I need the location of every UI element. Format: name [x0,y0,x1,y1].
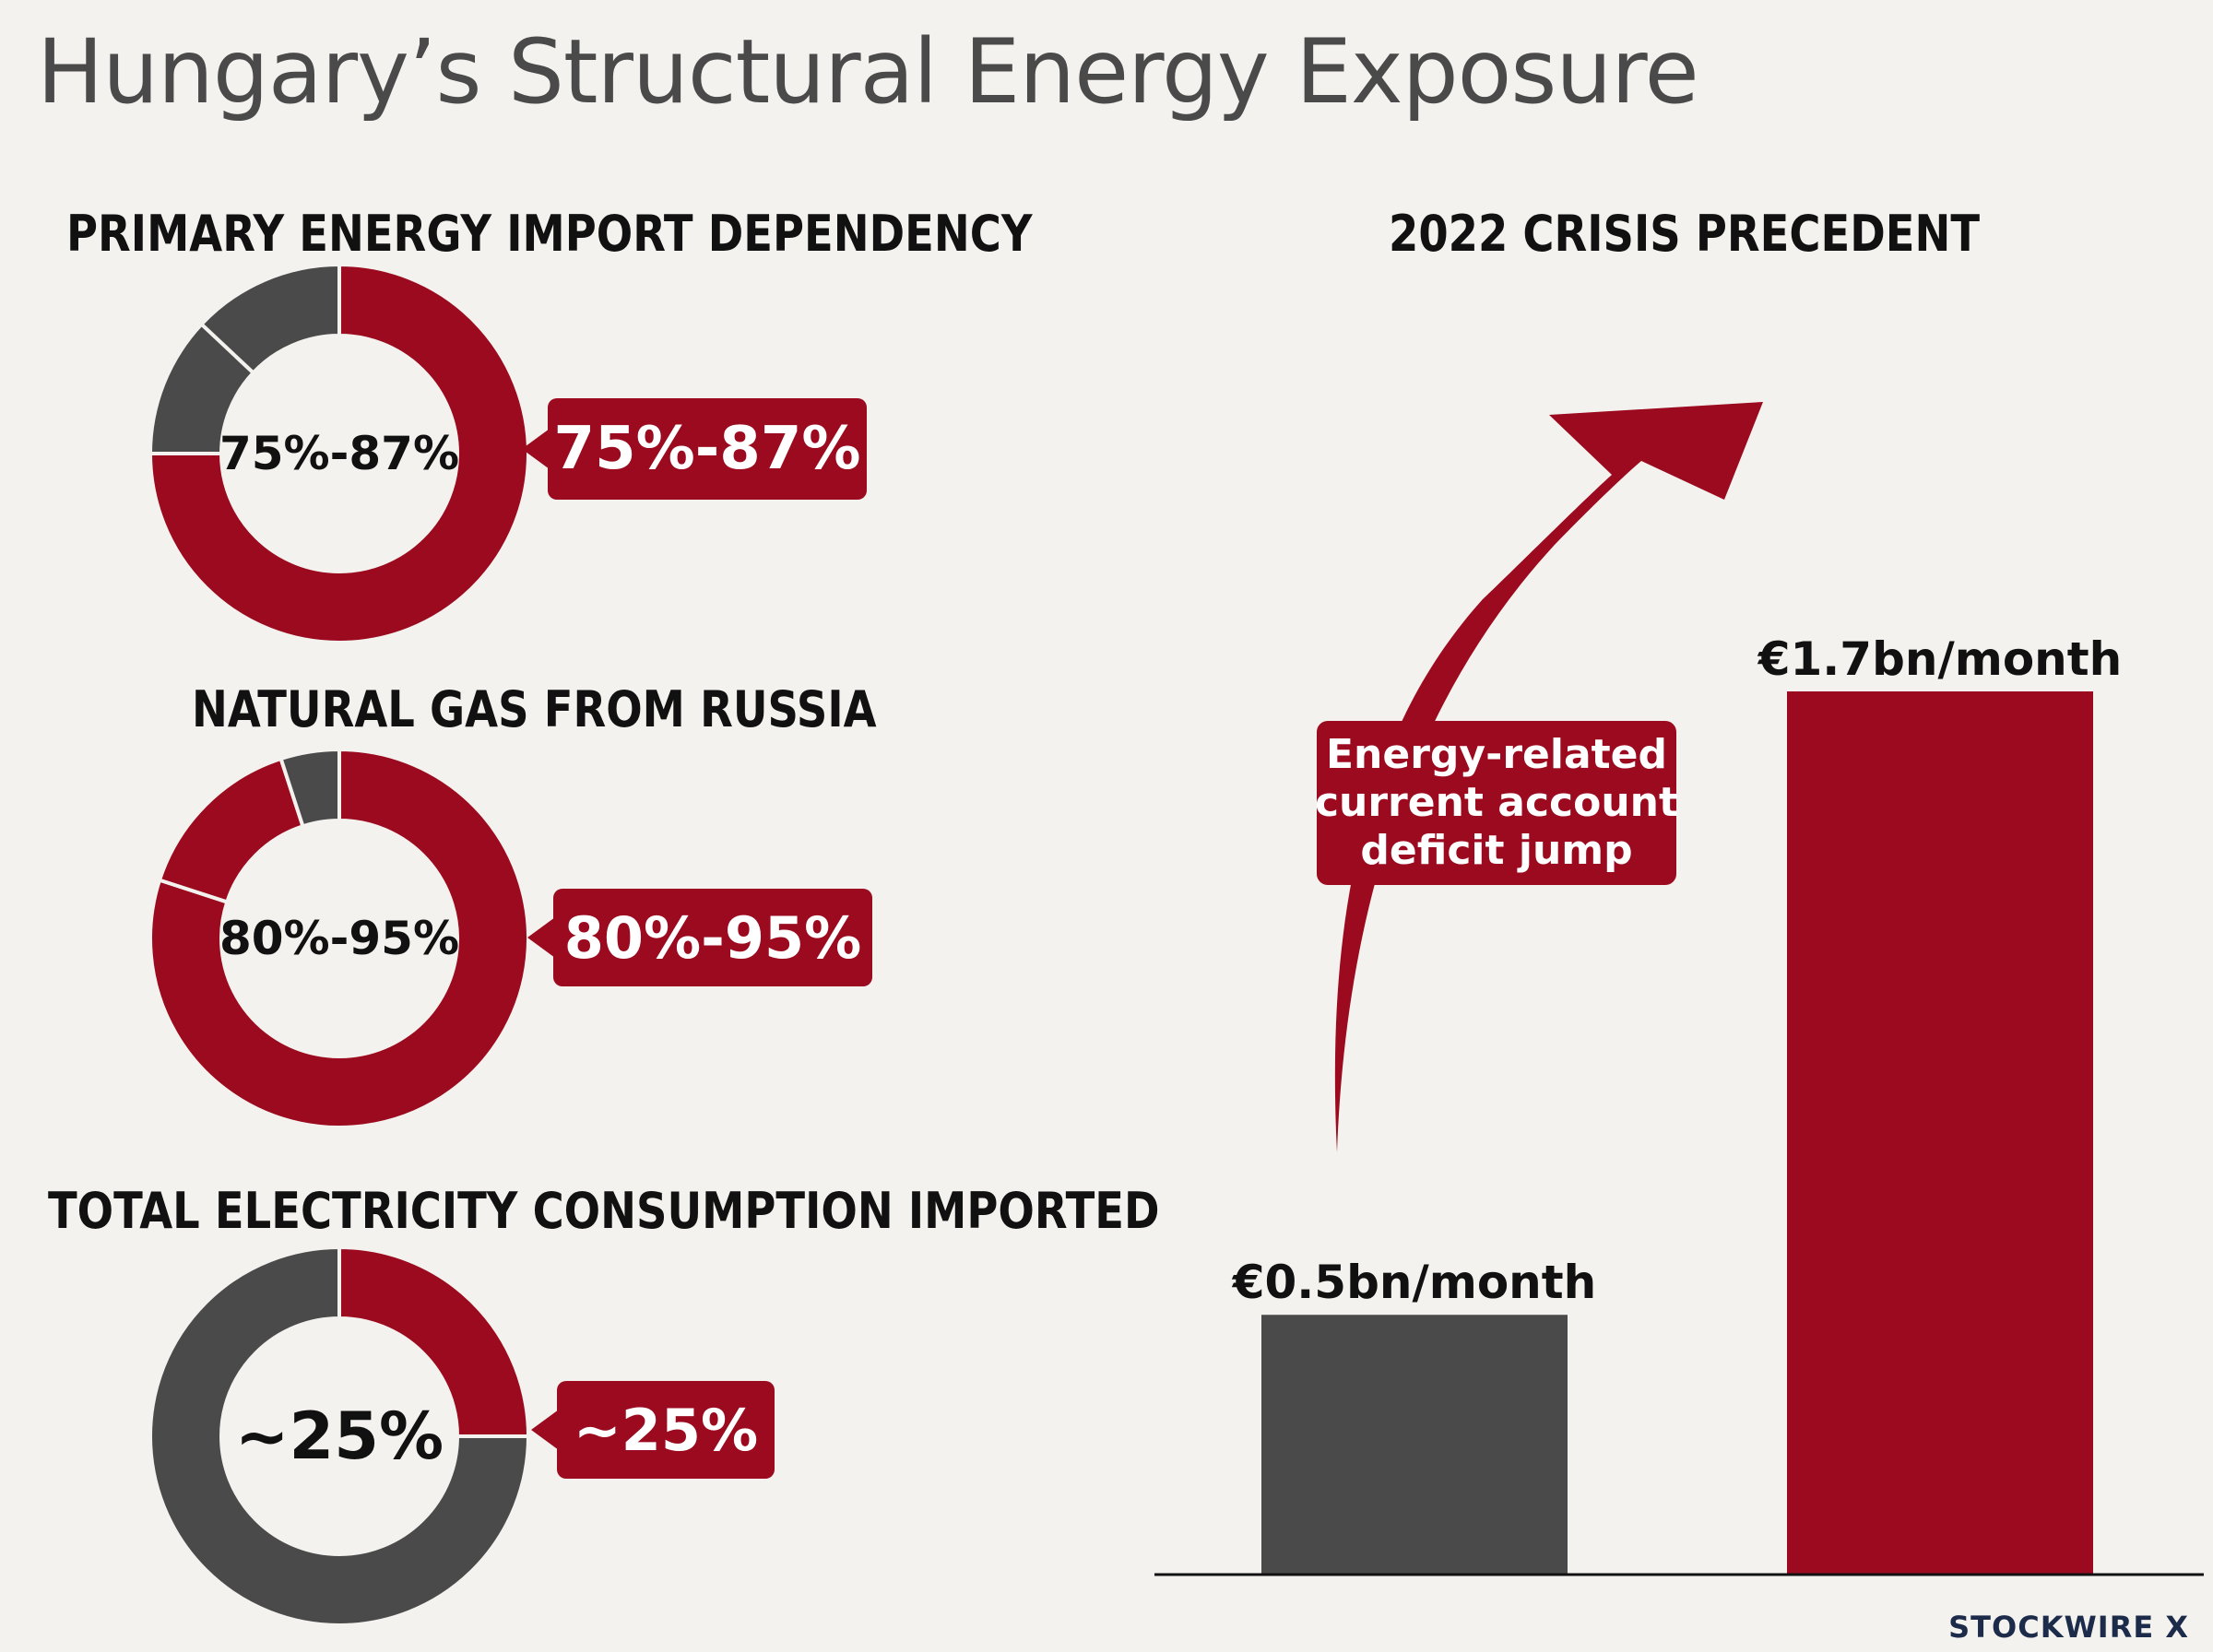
donut-slice-2 [278,747,341,829]
electricity-callout: ~25% [531,1381,775,1479]
donut-slice-2 [198,262,341,376]
deficit-jump-line-2: current account [1314,779,1679,826]
donut-slice-0 [148,262,530,644]
stockwire-logo: STOCKWIRE X [1948,1610,2189,1645]
donut-slice-0 [337,1245,531,1438]
donut-slices [148,1245,531,1627]
natural-gas-donut-svg [148,747,530,1129]
bar-1 [1787,691,2093,1575]
page-title: Hungary’s Structural Energy Exposure [37,20,1699,124]
crisis-bar-chart: €0.5bn/month €1.7bn/month [1154,402,2204,1576]
donut-slice-1 [148,1245,531,1627]
bar-value-label-0: €0.5bn/month [1232,1256,1597,1309]
deficit-jump-label: Energy-related current account deficit j… [1314,721,1679,885]
natural-gas-center-label: 80%-95% [219,912,460,965]
bars-group: €0.5bn/month €1.7bn/month [1232,632,2123,1575]
bar-value-label-1: €1.7bn/month [1757,632,2123,686]
primary-energy-donut: 75%-87% [146,260,533,647]
natural-gas-callout: 80%-95% [527,889,872,986]
natural-gas-heading: NATURAL GAS FROM RUSSIA [192,680,877,738]
electricity-center-label: ~25% [234,1398,444,1474]
crisis-heading: 2022 CRISIS PRECEDENT [1389,205,1981,263]
donut-slices [148,747,530,1129]
electricity-donut: ~25% [146,1243,533,1630]
donut-slices [148,262,530,644]
primary-energy-center-label: 75%-87% [219,427,460,480]
primary-energy-heading: PRIMARY ENERGY IMPORT DEPENDENCY [66,205,1033,263]
natural-gas-donut: 80%-95% [146,745,533,1132]
bar-0 [1261,1315,1568,1575]
electricity-donut-svg [148,1245,531,1627]
deficit-jump-line-3: deficit jump [1360,827,1633,874]
electricity-heading: TOTAL ELECTRICITY CONSUMPTION IMPORTED [48,1182,1160,1240]
increase-arrow-icon [1334,402,1763,1152]
deficit-jump-line-1: Energy-related [1325,731,1668,778]
primary-energy-callout: 75%-87% [522,398,867,500]
primary-energy-donut-svg [148,262,530,644]
